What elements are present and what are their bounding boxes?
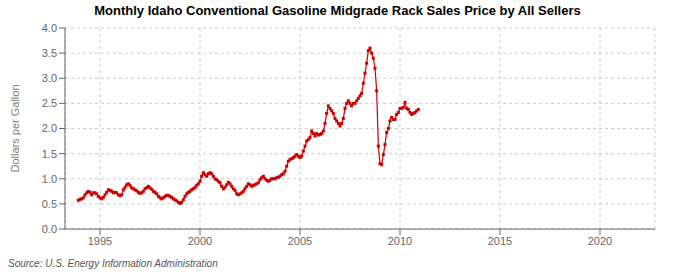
svg-text:3.0: 3.0: [42, 72, 57, 84]
svg-text:2010: 2010: [388, 235, 412, 247]
html-text:Monthly Idaho Conventional Gas: Monthly Idaho Conventional Gasoline Midg…: [94, 3, 581, 18]
svg-text:2015: 2015: [488, 235, 512, 247]
html-text:Source: U.S. Energy Informatio: Source: U.S. Energy Information Administ…: [8, 258, 218, 269]
svg-text:2000: 2000: [188, 235, 212, 247]
svg-text:1995: 1995: [88, 235, 112, 247]
svg-text:Dollars per Gallon: Dollars per Gallon: [9, 84, 21, 172]
svg-text:2.5: 2.5: [42, 97, 57, 109]
svg-text:1.5: 1.5: [42, 148, 57, 160]
svg-text:0.0: 0.0: [42, 223, 57, 235]
svg-text:2.0: 2.0: [42, 122, 57, 134]
svg-text:3.5: 3.5: [42, 47, 57, 59]
svg-text:1.0: 1.0: [42, 173, 57, 185]
svg-text:0.5: 0.5: [42, 198, 57, 210]
svg-text:2005: 2005: [288, 235, 312, 247]
svg-text:2020: 2020: [588, 235, 612, 247]
svg-text:4.0: 4.0: [42, 22, 57, 34]
